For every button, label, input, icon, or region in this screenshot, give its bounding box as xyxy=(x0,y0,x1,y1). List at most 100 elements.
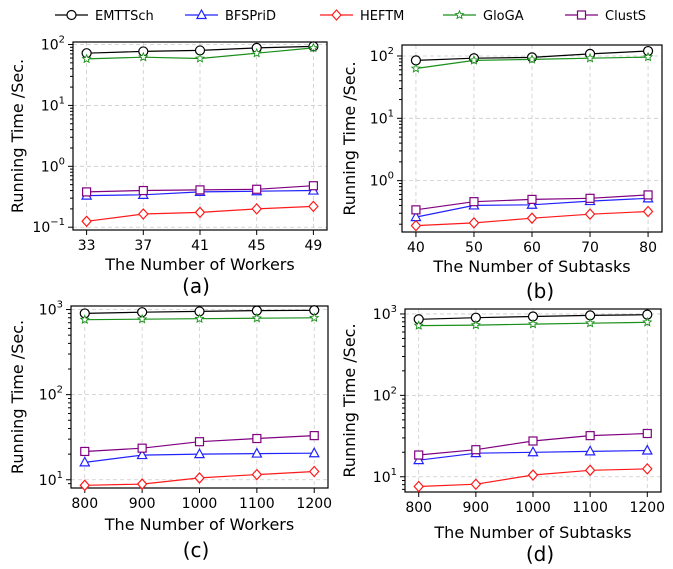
x-tick-label: 41 xyxy=(191,238,209,254)
y-tick-label: 100 xyxy=(41,156,65,175)
data-point xyxy=(136,478,148,490)
data-point xyxy=(194,53,206,63)
y-axis-label: Running Time /Sec. xyxy=(340,61,359,215)
y-tick-label: 101 xyxy=(41,95,65,114)
panel-label: (d) xyxy=(526,542,554,566)
legend-marker xyxy=(195,8,208,20)
x-tick-label: 1200 xyxy=(296,496,332,512)
chart-panel: 33 37 41 45 49 10−1 100 101 102 The Number of Wor… xyxy=(8,35,328,298)
data-point xyxy=(526,198,538,209)
x-tick-label: 800 xyxy=(71,496,98,512)
data-point xyxy=(252,184,262,194)
data-point xyxy=(470,478,482,491)
data-point xyxy=(194,437,205,447)
x-tick-label: 1100 xyxy=(239,496,275,512)
series-bfsprid xyxy=(413,444,653,465)
data-point xyxy=(527,194,537,205)
data-point xyxy=(470,319,481,330)
y-tick-label: 102 xyxy=(41,35,65,54)
x-tick-label: 800 xyxy=(405,500,432,516)
data-point xyxy=(308,446,320,458)
y-tick-label: 101 xyxy=(373,467,397,486)
legend: EMTTSch BFSPriD HEFTM GloGA ClustS xyxy=(55,8,646,24)
x-tick-label: 33 xyxy=(78,238,96,254)
x-tick-label: 37 xyxy=(134,238,152,254)
series-clusts xyxy=(411,190,653,215)
data-point xyxy=(468,216,480,229)
y-tick-label: 102 xyxy=(370,46,394,65)
data-point xyxy=(308,200,319,213)
data-point xyxy=(585,431,595,441)
x-tick-label: 40 xyxy=(407,240,425,256)
data-point xyxy=(194,206,206,219)
data-point xyxy=(137,313,148,324)
x-tick-label: 50 xyxy=(465,240,483,256)
data-point xyxy=(81,215,92,228)
data-point xyxy=(82,187,92,197)
y-tick-label: 100 xyxy=(370,171,394,190)
y-tick-label: 10−1 xyxy=(32,217,65,236)
data-point xyxy=(585,193,595,203)
x-tick-label: 1100 xyxy=(572,500,608,516)
data-point xyxy=(413,480,425,493)
series-clusts xyxy=(414,428,652,460)
data-point xyxy=(527,446,539,457)
data-point xyxy=(643,190,653,200)
series-emttsch xyxy=(81,41,319,59)
data-point xyxy=(309,431,319,441)
series-heftm xyxy=(79,465,320,492)
y-axis-label: Running Time /Sec. xyxy=(8,59,27,213)
legend-marker xyxy=(66,9,77,21)
chart-panel: 40 50 60 70 80 100 101 102 The Number of Subtask… xyxy=(340,44,663,303)
data-point xyxy=(411,205,421,215)
data-point xyxy=(308,42,319,53)
legend-item: GloGA xyxy=(443,9,524,24)
panel-label: (a) xyxy=(182,274,210,298)
data-point xyxy=(194,313,205,324)
legend-label: HEFTM xyxy=(360,9,404,24)
x-tick-label: 45 xyxy=(248,238,266,254)
y-axis-label: Running Time /Sec. xyxy=(340,323,359,477)
data-point xyxy=(584,445,596,456)
data-point xyxy=(136,448,148,460)
y-tick-label: 103 xyxy=(373,304,397,323)
chart-panel: 800 900 1000 1100 1200 101 102 103 The Number of… xyxy=(340,304,665,566)
panel-label: (b) xyxy=(526,279,554,303)
data-point xyxy=(251,47,262,58)
y-tick-label: 102 xyxy=(39,385,63,404)
data-point xyxy=(251,312,262,323)
data-point xyxy=(471,445,481,455)
data-point xyxy=(584,52,596,63)
data-point xyxy=(414,450,424,460)
data-point xyxy=(468,55,480,65)
chart-panel: 800 900 1000 1100 1200 101 102 103 The Number of… xyxy=(8,300,332,562)
data-point xyxy=(584,208,596,221)
series-bfsprid xyxy=(79,446,320,467)
data-point xyxy=(641,444,653,455)
x-axis-label: The Number of Workers xyxy=(104,515,294,534)
x-tick-label: 1200 xyxy=(629,500,665,516)
legend-item: ClustS xyxy=(565,9,646,24)
data-point xyxy=(642,51,654,62)
data-point xyxy=(527,469,539,481)
data-point xyxy=(79,456,91,467)
data-point xyxy=(138,185,148,196)
data-point xyxy=(80,446,90,457)
x-axis-label: The Number of Subtasks xyxy=(432,257,630,276)
data-point xyxy=(526,54,538,64)
data-point xyxy=(642,205,654,218)
x-tick-label: 80 xyxy=(639,240,657,256)
x-tick-label: 900 xyxy=(462,500,489,516)
series-gloga xyxy=(81,42,319,64)
series-heftm xyxy=(81,200,319,228)
data-point xyxy=(584,464,596,477)
chart-panels: 33 37 41 45 49 10−1 100 101 102 The Number of Wor… xyxy=(8,35,665,566)
data-point xyxy=(585,317,596,328)
data-point xyxy=(642,428,652,439)
data-point xyxy=(308,465,320,478)
legend-item: BFSPriD xyxy=(185,8,276,24)
x-tick-label: 60 xyxy=(523,240,541,256)
legend-marker xyxy=(331,9,342,21)
series-gloga xyxy=(410,51,654,73)
